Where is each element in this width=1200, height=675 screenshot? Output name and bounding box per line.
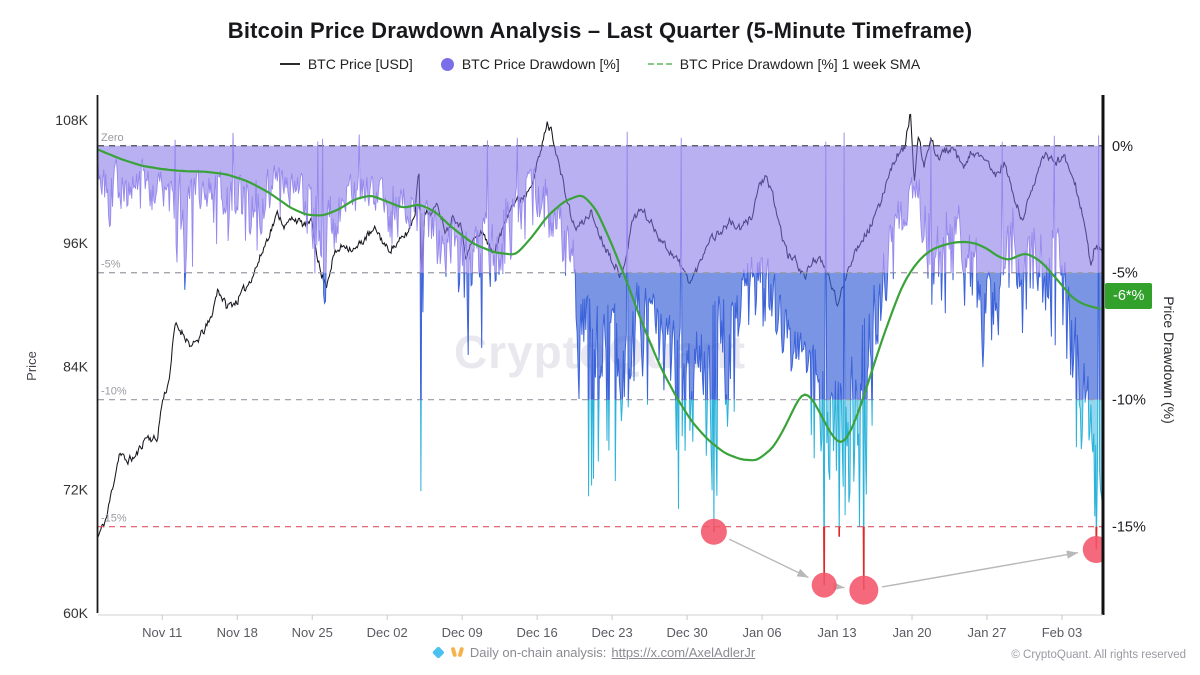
x-tick-label: Dec 16: [517, 625, 558, 640]
drawdown-low-marker: [811, 572, 837, 598]
x-tick-label: Jan 20: [893, 625, 932, 640]
price-tick-label: 84K: [63, 358, 89, 374]
footer-analysis: Daily on-chain analysis: https://x.com/A…: [431, 645, 756, 660]
price-tick-label: 108K: [55, 112, 88, 128]
sma-line: [98, 148, 1101, 462]
marker-arrow: [881, 550, 1079, 588]
diamond-icon: [431, 646, 445, 659]
drawdown-tick-label: -15%: [1112, 520, 1146, 536]
x-tick-label: Jan 13: [818, 625, 857, 640]
x-tick-label: Dec 23: [592, 625, 633, 640]
drawdown-line-band2: [183, 272, 1100, 400]
drawdown-axis-title: Price Drawdown (%): [1161, 296, 1177, 424]
gridline-label: -10%: [101, 386, 127, 398]
legend-item-sma: BTC Price Drawdown [%] 1 week SMA: [647, 56, 921, 72]
plot-area: CryptoQuantZero-5%-10%-15%: [98, 113, 1103, 605]
legend-item-price: BTC Price [USD]: [279, 56, 413, 72]
marker-arrow: [728, 538, 809, 579]
x-tick-label: Dec 09: [442, 625, 483, 640]
drawdown-low-marker: [1082, 536, 1103, 564]
x-tick-label: Feb 03: [1042, 625, 1082, 640]
legend-price-label: BTC Price [USD]: [307, 56, 413, 72]
gridline-label: Zero: [101, 132, 124, 144]
x-tick-label: Dec 30: [666, 625, 707, 640]
drawdown-low-marker: [849, 575, 879, 605]
legend-drawdown-label: BTC Price Drawdown [%]: [461, 56, 620, 72]
footer-analysis-link[interactable]: https://x.com/AxelAdlerJr: [611, 645, 756, 660]
drawdown-area-band1: [98, 131, 1103, 273]
legend: BTC Price [USD] BTC Price Drawdown [%] B…: [0, 56, 1200, 72]
drawdown-low-marker: [700, 518, 727, 545]
drawdown-tick-label: 0%: [1112, 139, 1133, 155]
x-tick-label: Jan 06: [743, 625, 782, 640]
x-tick-label: Jan 27: [967, 625, 1006, 640]
price-tick-label: 72K: [63, 482, 89, 498]
legend-sma-label: BTC Price Drawdown [%] 1 week SMA: [679, 56, 921, 72]
price-axis-title: Price: [24, 351, 39, 381]
gridline-label: -5%: [101, 259, 121, 271]
raised-hands-icon: [450, 646, 465, 659]
drawdown-dot-swatch-icon: [440, 57, 454, 71]
x-tick-label: Nov 25: [292, 625, 333, 640]
price-line-swatch-icon: [279, 63, 300, 65]
x-tick-label: Nov 18: [217, 625, 258, 640]
footer-copyright: © CryptoQuant. All rights reserved: [1011, 649, 1186, 661]
sma-dash-swatch-icon: [647, 63, 672, 65]
drawdown-line-band1: [98, 131, 1100, 273]
marker-arrow: [832, 582, 845, 591]
drawdown-value-badge: -6*%: [1105, 282, 1153, 309]
footer-analysis-text: Daily on-chain analysis:: [469, 645, 607, 660]
price-tick-label: 60K: [63, 605, 89, 621]
drawdown-tick-label: -5%: [1112, 266, 1138, 282]
chart-title: Bitcoin Price Drawdown Analysis – Last Q…: [227, 18, 973, 43]
price-tick-label: 96K: [63, 235, 89, 251]
legend-item-drawdown: BTC Price Drawdown [%]: [440, 56, 620, 72]
x-tick-label: Dec 02: [367, 625, 408, 640]
x-tick-label: Nov 11: [142, 625, 182, 640]
drawdown-tick-label: -10%: [1112, 393, 1146, 409]
gridline-label: -15%: [101, 513, 127, 525]
